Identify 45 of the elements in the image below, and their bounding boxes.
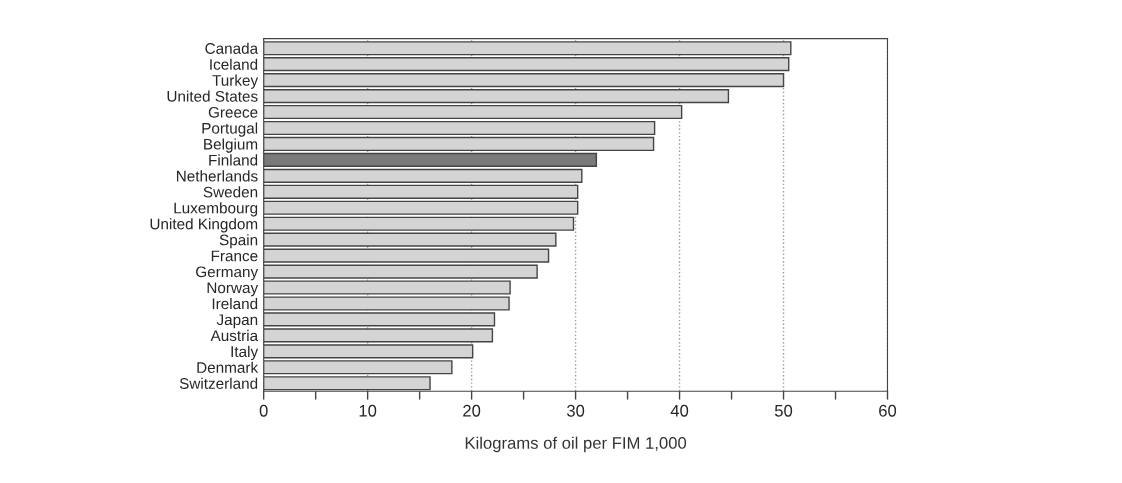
bar: [263, 136, 655, 152]
y-tick-label: Japan: [216, 314, 258, 329]
bar: [263, 184, 579, 199]
bar: [263, 200, 579, 215]
y-tick-label: Italy: [231, 345, 259, 361]
y-tick-label: Germany: [196, 266, 259, 281]
y-tick-label: Turkey: [212, 74, 259, 89]
y-tick-label: Canada: [205, 42, 259, 54]
x-axis-title: Kilograms of oil per FIM 1,000: [465, 436, 687, 453]
y-tick-label: France: [211, 250, 258, 262]
y-tick-label: Luxembourg: [174, 202, 258, 217]
y-tick-label: Belgium: [204, 138, 258, 153]
x-tick-label: 30: [566, 404, 585, 417]
y-tick-label: Netherlands: [176, 170, 258, 182]
y-tick-label: Iceland: [210, 58, 258, 70]
bar: [263, 73, 785, 88]
x-tick-label: 60: [879, 404, 897, 417]
bar: [263, 152, 598, 167]
y-tick-label: Switzerland: [179, 377, 258, 389]
y-tick-label: Sweden: [203, 186, 258, 198]
bar: [263, 344, 474, 359]
x-tick-label: 50: [774, 404, 793, 417]
bar: [263, 360, 453, 375]
y-tick-label: Norway: [207, 282, 259, 297]
bar: [263, 104, 683, 120]
bar: [263, 232, 557, 247]
x-tick-label: 10: [359, 404, 377, 417]
y-tick-label: United Kingdom: [150, 218, 258, 233]
bar: [263, 168, 583, 183]
x-tick-label: 20: [463, 404, 481, 417]
bar: [263, 88, 730, 104]
bar: [263, 120, 656, 136]
y-tick-label: Austria: [210, 329, 259, 342]
y-tick-label: Greece: [208, 106, 258, 118]
y-tick-label: United States: [167, 90, 258, 102]
bar: [263, 41, 792, 56]
bar: [263, 216, 575, 231]
y-tick-label: Denmark: [197, 361, 259, 373]
y-tick-label: Portugal: [202, 122, 258, 137]
x-tick-label: 0: [259, 404, 268, 417]
y-tick-label: Finland: [209, 154, 258, 166]
y-tick-label: Spain: [219, 234, 258, 249]
x-tick-label: 40: [670, 404, 689, 417]
y-tick-label: Ireland: [212, 297, 258, 310]
bar: [263, 57, 790, 72]
